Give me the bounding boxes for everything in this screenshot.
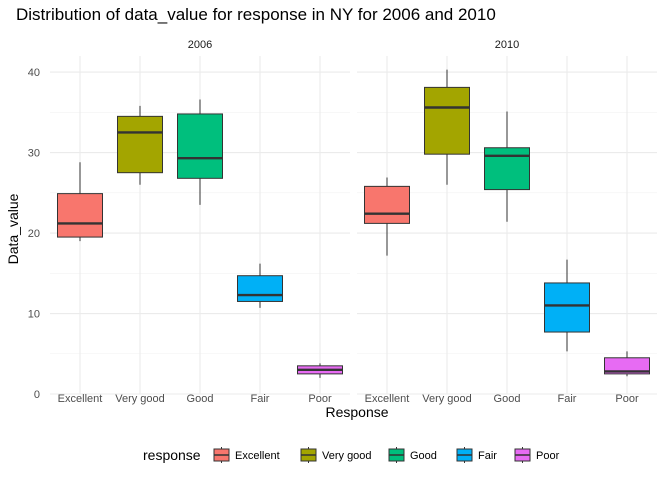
x-tick-label: Excellent [365, 393, 410, 405]
box-iqr [177, 113, 223, 179]
box-iqr [364, 185, 410, 224]
box-2006-fair [237, 263, 283, 308]
box-2010-poor [604, 351, 650, 377]
facet-strip-label: 2010 [495, 39, 519, 51]
y-tick-label: 30 [28, 148, 40, 160]
box-iqr [237, 275, 283, 302]
chart-title: Distribution of data_value for response … [16, 5, 496, 24]
legend-item-fair: Fair [456, 447, 497, 463]
box-iqr [484, 147, 530, 191]
legend-title: response [143, 447, 201, 463]
facet-strip-label: 2006 [188, 39, 212, 51]
x-tick-label: Poor [615, 393, 639, 405]
x-tick-label: Fair [558, 393, 577, 405]
box-2006-poor [297, 363, 343, 378]
y-tick-label: 0 [34, 389, 40, 401]
box-iqr [57, 193, 103, 238]
x-tick-label: Very good [115, 393, 165, 405]
y-axis: 0 10 20 30 40 [28, 67, 40, 401]
y-tick-label: 40 [28, 67, 40, 79]
box-iqr [424, 86, 470, 155]
legend-label: Very good [322, 450, 372, 462]
legend-label: Excellent [235, 450, 280, 462]
x-axis-title: Response [325, 404, 388, 420]
legend: response Excellent Very good Good Fair Poor [143, 447, 560, 463]
box-2006-good [177, 99, 223, 205]
box-2010-excellent [364, 177, 410, 256]
box-2010-good [484, 111, 530, 222]
y-axis-title: Data_value [5, 193, 21, 264]
box-2010-very-good [424, 69, 470, 185]
x-tick-label: Excellent [58, 393, 103, 405]
box-iqr [604, 357, 650, 375]
x-tick-label: Very good [422, 393, 472, 405]
legend-item-very-good: Very good [300, 447, 372, 463]
legend-item-poor: Poor [514, 447, 560, 463]
legend-label: Poor [536, 450, 560, 462]
legend-label: Fair [478, 450, 497, 462]
x-tick-label: Good [494, 393, 521, 405]
facet-panels: 2006 Excellent Very good Good Fair Poor 2010 Ex… [50, 39, 657, 405]
box-iqr [117, 115, 163, 174]
box-2010-fair [544, 259, 590, 352]
x-tick-label: Poor [308, 393, 332, 405]
facet-panel-2006: 2006 Excellent Very good Good Fair Poor [50, 39, 350, 405]
x-tick-label: Good [187, 393, 214, 405]
legend-label: Good [410, 450, 437, 462]
legend-item-excellent: Excellent [213, 447, 280, 463]
box-iqr [544, 282, 590, 333]
box-2006-very-good [117, 105, 163, 185]
y-tick-label: 20 [28, 228, 40, 240]
x-tick-label: Fair [251, 393, 270, 405]
box-2006-excellent [57, 162, 103, 242]
legend-item-good: Good [388, 447, 437, 463]
y-tick-label: 10 [28, 309, 40, 321]
facet-panel-2010: 2010 Excellent Very good Good Fair Poor [357, 39, 657, 405]
